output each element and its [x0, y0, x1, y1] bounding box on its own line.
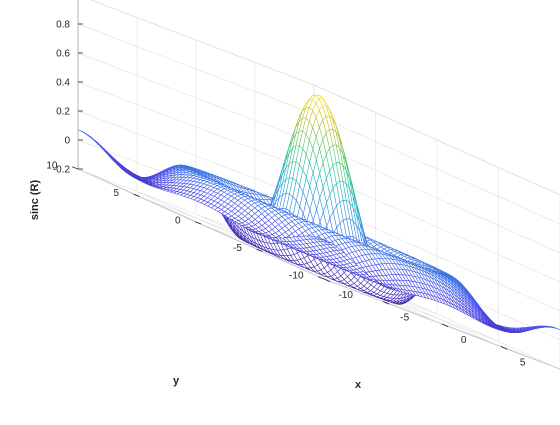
- surface-mesh: [78, 95, 560, 333]
